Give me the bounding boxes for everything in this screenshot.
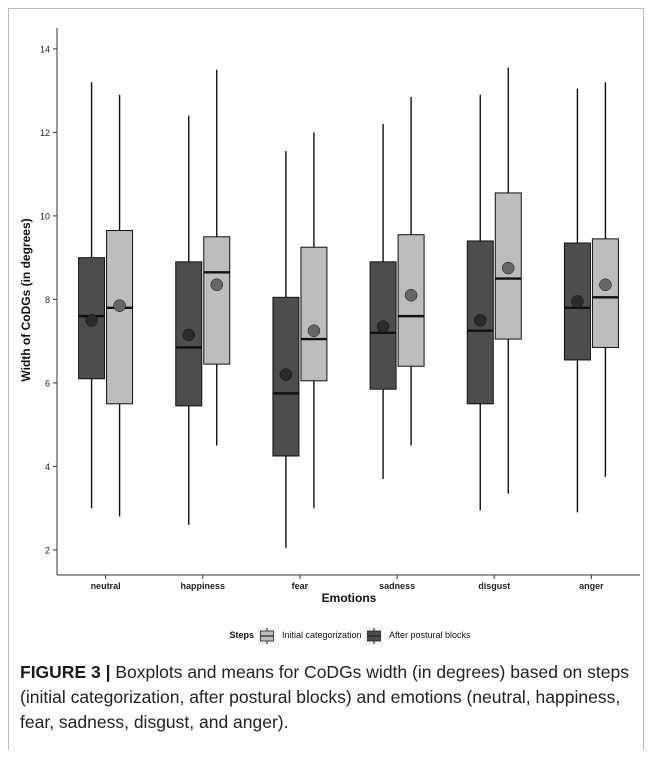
box-mean-point <box>571 295 584 308</box>
box-mean-point <box>474 314 487 327</box>
y-tick-label: 10 <box>40 211 50 221</box>
legend: Steps Initial categorization After postu… <box>229 627 471 645</box>
x-tick-label: sadness <box>379 581 415 591</box>
y-tick-label: 12 <box>40 128 50 138</box>
box-body <box>106 230 134 405</box>
legend-key-initial <box>258 627 276 645</box>
box-mean-point <box>182 328 195 342</box>
x-axis-label: Emotions <box>322 591 377 605</box>
box-group <box>466 94 494 511</box>
caption-text: Boxplots and means for CoDGs width (in d… <box>20 662 629 732</box>
boxes-layer <box>78 67 619 548</box>
y-axis-label: Width of CoDGs (in degrees) <box>19 218 33 381</box>
y-tick-label: 4 <box>45 462 50 472</box>
box-group <box>300 132 328 509</box>
legend-key-after <box>365 627 383 645</box>
x-tick-label: neutral <box>91 581 121 591</box>
axes <box>56 28 640 576</box>
x-tick-label: happiness <box>180 581 225 591</box>
y-tick-label: 6 <box>45 378 50 388</box>
box-group <box>106 94 134 517</box>
y-tick-label: 14 <box>40 44 50 54</box>
box-group <box>563 88 591 513</box>
box-mean-point <box>113 299 126 312</box>
box-group <box>591 82 619 477</box>
box-group <box>272 151 300 548</box>
box-group <box>397 96 425 446</box>
box-group <box>175 115 203 525</box>
y-tick-label: 8 <box>45 295 50 305</box>
box-group <box>494 67 522 494</box>
box-group <box>369 124 397 479</box>
box-body <box>591 238 619 348</box>
box-mean-point <box>279 368 293 381</box>
box-group <box>203 69 231 446</box>
legend-label-after: After postural blocks <box>389 630 471 640</box>
figure-caption: FIGURE 3 | Boxplots and means for CoDGs … <box>20 660 630 735</box>
box-mean-point <box>376 320 390 333</box>
box-mean-point <box>404 288 418 302</box>
y-ticks: 2 4 6 8 10 12 14 <box>40 44 57 555</box>
box-body <box>397 234 425 367</box>
box-body <box>203 236 231 365</box>
x-tick-label: fear <box>292 581 309 591</box>
legend-label-initial: Initial categorization <box>282 630 362 640</box>
x-tick-label: disgust <box>478 581 510 591</box>
legend-title: Steps <box>229 630 254 640</box>
box-group <box>78 82 106 509</box>
x-ticks: neutral happiness fear sadness disgust anger <box>91 575 604 591</box>
box-mean-point <box>599 278 612 292</box>
x-tick-label: anger <box>579 581 604 591</box>
y-tick-label: 2 <box>45 545 50 555</box>
box-mean-point <box>85 314 98 327</box>
boxplot-chart: 2 4 6 8 10 12 14 neutral happiness fear sadness di… <box>19 28 640 645</box>
box-body <box>300 246 328 382</box>
box-mean-point <box>307 324 321 337</box>
figure-frame <box>8 8 644 750</box>
box-mean-point <box>502 261 515 275</box>
box-mean-point <box>210 278 223 292</box>
caption-label: FIGURE 3 | <box>20 662 111 682</box>
